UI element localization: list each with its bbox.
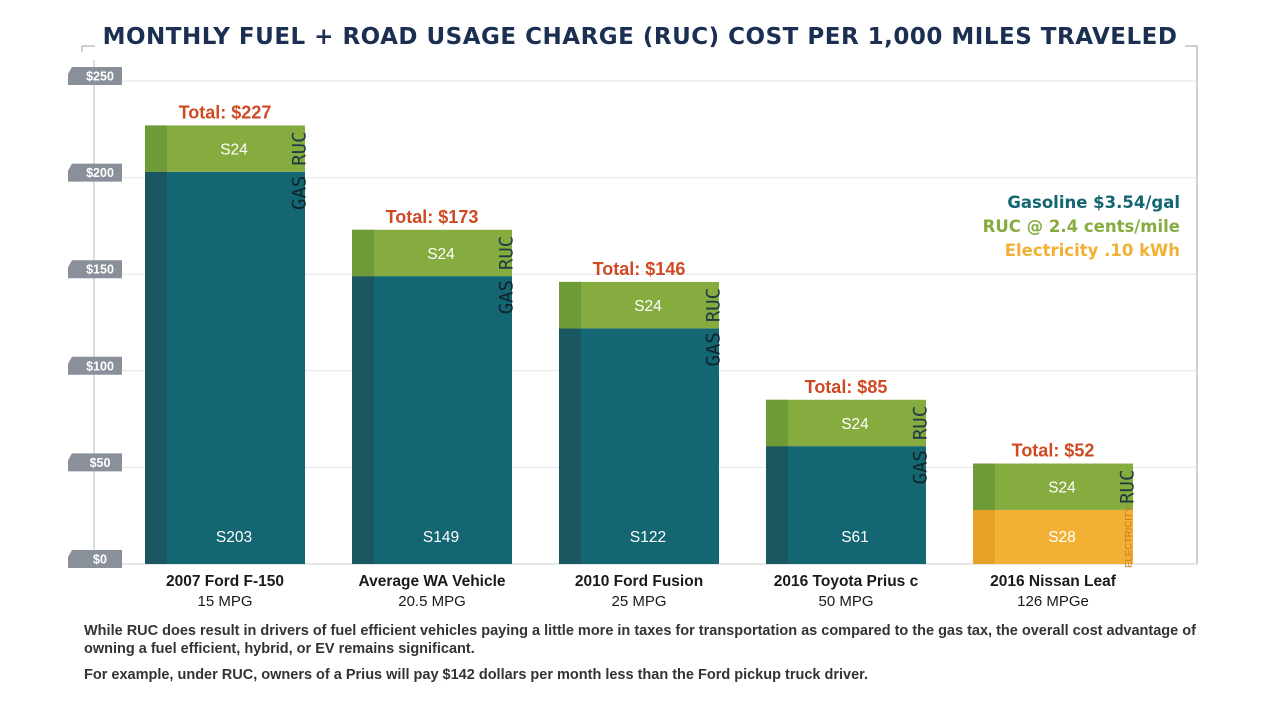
chart-title: MONTHLY FUEL + ROAD USAGE CHARGE (RUC) C… <box>0 24 1280 50</box>
x-category-label: Average WA Vehicle <box>358 573 505 590</box>
y-tick-tag <box>68 453 122 472</box>
bar-group: S203 S24 RUC GAS Total: $227 <box>145 102 311 564</box>
y-tick-tag <box>68 356 122 375</box>
legend-ruc: RUC @ 2.4 cents/mile <box>983 217 1180 236</box>
series-tag-gas: GAS <box>703 332 725 366</box>
bar-shade <box>973 463 995 510</box>
bar-ruc <box>145 125 305 172</box>
y-axis: $0 $50 $100 $150 $200 $250 <box>68 60 122 568</box>
bar-gas <box>352 276 512 564</box>
y-tick-label: $250 <box>86 70 114 84</box>
bar-shade <box>559 281 581 329</box>
series-tag-gas: GAS <box>910 450 932 484</box>
series-tag-ruc: RUC <box>496 236 518 270</box>
y-tick-tag <box>68 67 122 85</box>
bar-shade <box>973 509 995 564</box>
bar-gas <box>559 328 719 564</box>
bar-value-label: S149 <box>423 529 459 546</box>
series-tag-electricity: ELECTRICITY <box>1124 505 1135 567</box>
bar-ruc <box>559 281 719 329</box>
bar-value-label: S24 <box>841 416 869 433</box>
x-axis-labels: 2007 Ford F-150 15 MPG Average WA Vehicle 2… <box>166 573 1117 610</box>
bar-total-label: Total: $52 <box>1012 441 1095 461</box>
y-tick-tag <box>68 163 122 182</box>
bar-shade <box>352 229 374 277</box>
bar-value-label: S203 <box>216 529 252 546</box>
bar-shade <box>766 399 788 447</box>
bar-shade <box>352 276 374 564</box>
bar-electricity <box>973 509 1133 564</box>
bar-total-label: Total: $146 <box>593 259 686 279</box>
y-tick-label: $200 <box>86 166 114 180</box>
bar-ruc <box>766 399 926 447</box>
x-subcategory-label: 20.5 MPG <box>398 593 466 610</box>
series-tag-gas: GAS <box>496 280 518 314</box>
chart-title-text: MONTHLY FUEL + ROAD USAGE CHARGE (RUC) C… <box>94 24 1186 50</box>
legend-gasoline: Gasoline $3.54/gal <box>1007 193 1180 212</box>
bar-group: S61 S24 RUC GAS Total: $85 <box>766 377 932 564</box>
series-tag-ruc: RUC <box>703 288 725 322</box>
bar-value-label: S28 <box>1048 529 1076 546</box>
series-tag-ruc: RUC <box>289 131 311 165</box>
series-tag-ruc: RUC <box>1117 470 1139 504</box>
bar-shade <box>766 446 788 564</box>
bar-value-label: S24 <box>634 298 662 315</box>
bars: S203 S24 RUC GAS Total: $227 S149 S24 RUC GAS Tot… <box>145 102 1139 568</box>
y-tick-label: $0 <box>93 553 107 567</box>
y-tick-tag <box>68 260 122 279</box>
footnote-1: While RUC does result in drivers of fuel… <box>84 623 1196 657</box>
y-tick-label: $150 <box>86 263 114 277</box>
legend: Gasoline $3.54/gal RUC @ 2.4 cents/mile … <box>983 193 1180 260</box>
x-category-label: 2007 Ford F-150 <box>166 573 284 590</box>
legend-electricity: Electricity .10 kWh <box>1005 241 1180 260</box>
bar-group: S149 S24 RUC GAS Total: $173 <box>352 207 518 564</box>
x-subcategory-label: 126 MPGe <box>1017 593 1089 610</box>
bar-ruc <box>352 229 512 277</box>
bar-total-label: Total: $173 <box>386 207 479 227</box>
bar-shade <box>559 328 581 564</box>
x-category-label: 2010 Ford Fusion <box>575 573 703 590</box>
series-tag-ruc: RUC <box>910 406 932 440</box>
bar-shade <box>145 171 167 564</box>
bar-value-label: S122 <box>630 529 666 546</box>
bar-shade <box>145 125 167 172</box>
bar-value-label: S24 <box>1048 480 1076 497</box>
x-subcategory-label: 15 MPG <box>197 593 252 610</box>
x-category-label: 2016 Toyota Prius c <box>774 573 919 590</box>
y-tick-label: $100 <box>86 359 114 373</box>
bar-value-label: S61 <box>841 529 869 546</box>
bar-value-label: S24 <box>220 142 248 159</box>
y-tick-label: $50 <box>90 456 111 470</box>
x-category-label: 2016 Nissan Leaf <box>990 573 1117 590</box>
bar-total-label: Total: $227 <box>179 102 272 122</box>
bar-value-label: S24 <box>427 246 455 263</box>
x-subcategory-label: 25 MPG <box>611 593 666 610</box>
bar-ruc <box>973 463 1133 510</box>
footnote-2: For example, under RUC, owners of a Priu… <box>84 667 869 683</box>
y-tick-tag <box>68 550 122 568</box>
bar-group: S122 S24 RUC GAS Total: $146 <box>559 259 725 564</box>
x-subcategory-label: 50 MPG <box>818 593 873 610</box>
bar-total-label: Total: $85 <box>805 377 888 397</box>
series-tag-gas: GAS <box>289 176 311 210</box>
bar-gas <box>145 171 305 564</box>
bar-gas <box>766 446 926 564</box>
